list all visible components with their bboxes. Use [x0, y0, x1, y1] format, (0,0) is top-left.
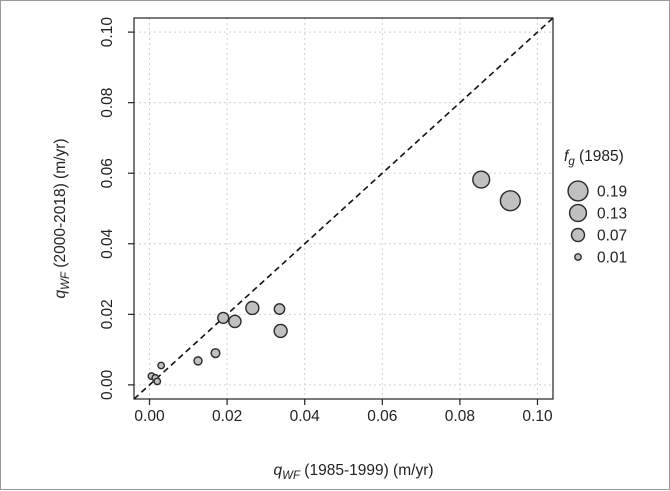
x-axis-title-sub: WF	[282, 470, 301, 482]
data-point	[273, 303, 286, 315]
data-point	[228, 314, 242, 329]
one-to-one-line	[133, 17, 554, 400]
y-axis: 0.00 0.02 0.04 0.06 0.08 0.10	[99, 17, 134, 400]
y-axis-title-var: q	[52, 290, 69, 299]
data-point	[217, 311, 230, 325]
y-tick-label: 0.08	[99, 88, 116, 118]
y-axis-title-sub: WF	[60, 271, 72, 290]
y-tick-label: 0.06	[99, 158, 116, 188]
legend-marker	[568, 203, 588, 223]
x-axis-title: qWF (1985-1999) (m/yr)	[273, 462, 433, 482]
y-axis-title-rest: (2000-2018) (m/yr)	[52, 138, 69, 272]
legend-marker	[570, 227, 586, 243]
legend-title-var: f	[564, 148, 570, 165]
legend-title-sub: g	[568, 156, 575, 168]
plot-area	[133, 17, 554, 400]
legend-label: 0.07	[597, 228, 627, 245]
x-tick-label: 0.04	[290, 408, 321, 425]
legend-title: fg (1985)	[564, 148, 624, 168]
data-points	[147, 170, 521, 386]
data-point	[153, 377, 162, 386]
data-point	[157, 361, 166, 370]
data-point	[245, 300, 260, 316]
y-tick-label: 0.04	[99, 228, 116, 259]
legend-title-rest: (1985)	[575, 148, 624, 165]
x-tick-label: 0.06	[367, 408, 397, 425]
y-tick-label: 0.00	[99, 369, 116, 400]
legend-marker	[567, 180, 589, 202]
legend-label: 0.01	[597, 250, 627, 267]
data-point	[499, 190, 521, 212]
data-point	[210, 348, 221, 359]
legend-label: 0.19	[597, 184, 627, 201]
data-point	[472, 170, 491, 189]
y-tick-label: 0.10	[99, 17, 116, 48]
x-axis: 0.00 0.02 0.04 0.06 0.08 0.10	[134, 399, 553, 425]
x-axis-title-rest: (1985-1999) (m/yr)	[300, 462, 434, 479]
grid	[134, 18, 553, 399]
y-tick-label: 0.02	[99, 299, 116, 329]
x-tick-label: 0.08	[445, 408, 475, 425]
legend-marker	[574, 253, 582, 261]
data-point	[273, 323, 288, 339]
x-axis-title-var: q	[273, 462, 282, 479]
legend-items: 0.19 0.13 0.07 0.01	[567, 180, 627, 267]
x-tick-label: 0.00	[134, 408, 165, 425]
y-axis-title: qWF (2000-2018) (m/yr)	[52, 138, 72, 298]
x-tick-label: 0.10	[522, 408, 553, 425]
data-point	[193, 356, 203, 366]
x-tick-label: 0.02	[212, 408, 242, 425]
legend: fg (1985) 0.19 0.13 0.07 0.01	[564, 148, 627, 267]
legend-label: 0.13	[597, 206, 627, 223]
